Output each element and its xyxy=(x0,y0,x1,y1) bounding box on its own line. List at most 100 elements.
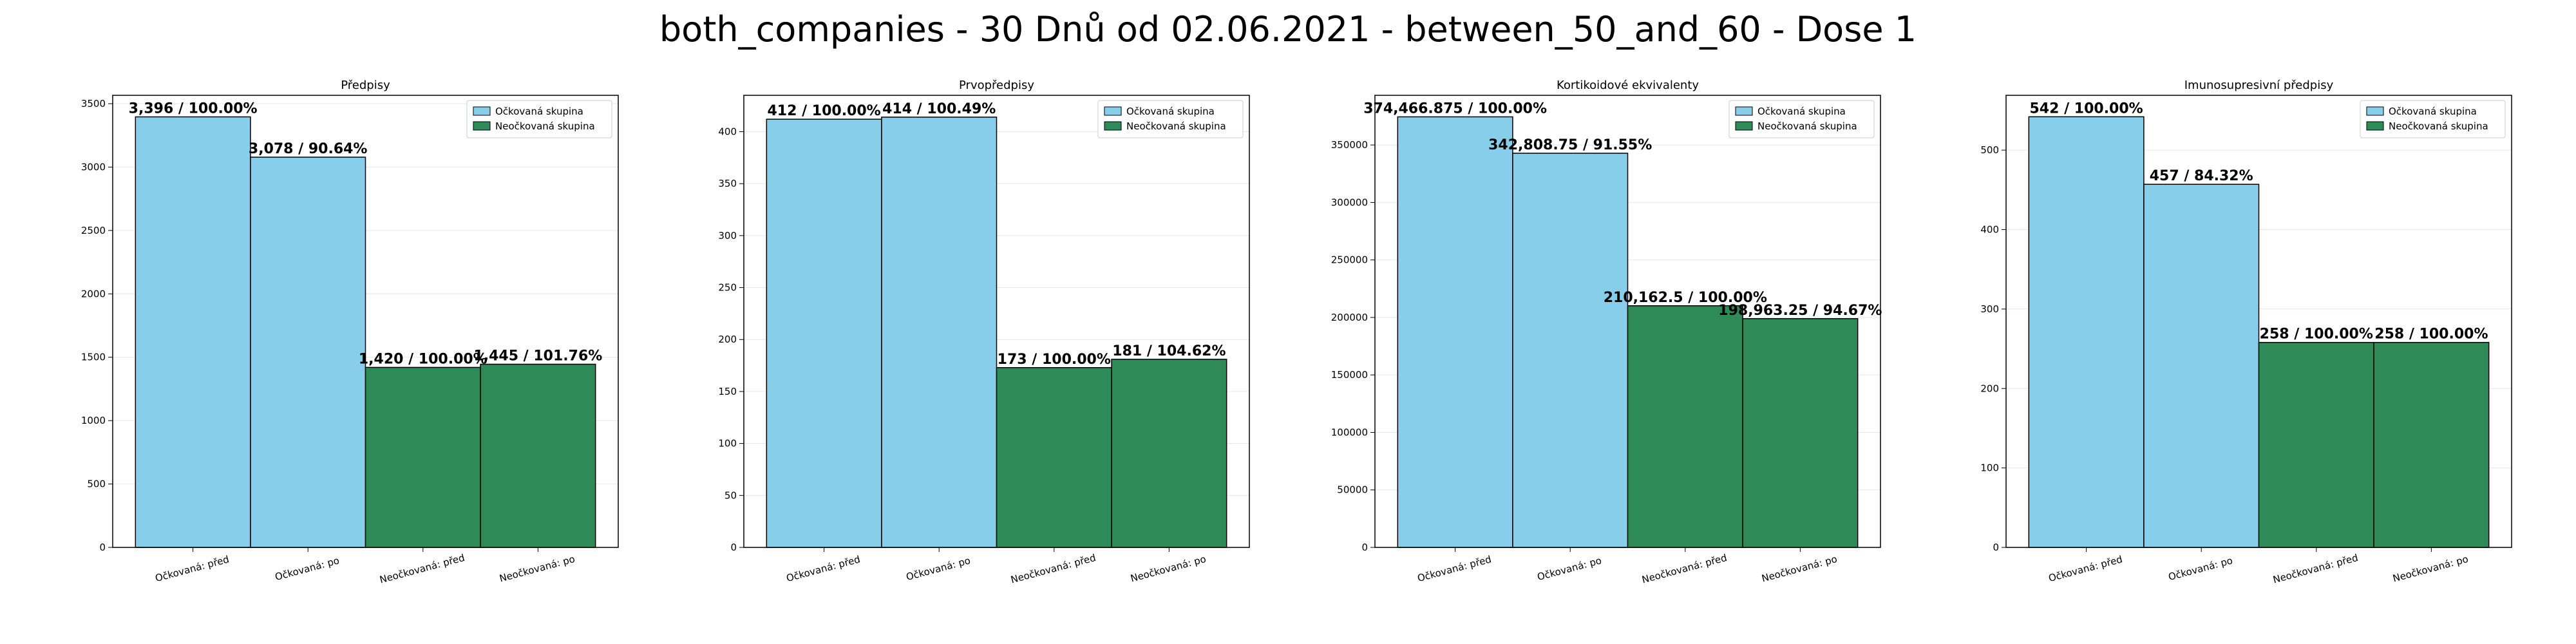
y-tick-label: 200 xyxy=(718,334,737,345)
bar-3 xyxy=(2258,341,2374,548)
y-tick-label: 1500 xyxy=(81,352,106,363)
bar-value-label: 412 / 100.00% xyxy=(768,103,881,119)
bar-1 xyxy=(1397,116,1513,548)
bar-value-label: 173 / 100.00% xyxy=(998,352,1111,368)
bar-value-label: 1,420 / 100.00% xyxy=(359,351,488,367)
legend-swatch-unvaccinated xyxy=(1104,121,1122,131)
bar-2 xyxy=(1512,153,1629,548)
legend-label: Neočkovaná skupina xyxy=(2389,120,2488,132)
y-tick-label: 400 xyxy=(718,126,737,137)
chart-3-svg: Kortikoidové ekvivalenty 374,466.875 / 10… xyxy=(1331,79,1882,586)
bar-2 xyxy=(2143,184,2260,548)
chart-4-svg: Imunosupresivní předpisy 542 / 100.00% Očk… xyxy=(1980,79,2512,586)
legend-label: Očkovaná skupina xyxy=(2389,106,2477,117)
bar-1 xyxy=(766,118,882,548)
bar-value-label: 3,396 / 100.00% xyxy=(129,100,258,117)
x-tick-label: Očkovaná: před xyxy=(1416,553,1493,584)
y-tick-label: 150000 xyxy=(1331,369,1368,381)
legend-swatch-vaccinated xyxy=(1735,106,1753,116)
y-tick-label: 400 xyxy=(1980,224,1999,236)
plot-frame xyxy=(112,95,619,548)
x-tick-label: Očkovaná: po xyxy=(274,554,341,583)
legend-box xyxy=(1097,100,1244,138)
y-tick-label: 300000 xyxy=(1331,196,1368,208)
plot-frame xyxy=(2005,95,2512,548)
bar-value-label: 374,466.875 / 100.00% xyxy=(1363,100,1547,117)
bar-3 xyxy=(1627,305,1743,548)
bar-1 xyxy=(135,116,251,548)
bar-value-label: 542 / 100.00% xyxy=(2030,100,2143,117)
y-tick-label: 3000 xyxy=(81,161,106,173)
chart-panel-2: Prvopředpisy 412 / 100.00% Očkovaná: před 4… xyxy=(657,71,1250,631)
bar-value-label: 457 / 84.32% xyxy=(2150,168,2253,184)
figure-title: both_companies - 30 Dnů od 02.06.2021 - … xyxy=(659,9,1917,50)
bar-4 xyxy=(480,363,596,548)
plot-frame xyxy=(1374,95,1881,548)
chart-2-svg: Prvopředpisy 412 / 100.00% Očkovaná: před 4… xyxy=(718,79,1250,585)
bar-value-label: 198,963.25 / 94.67% xyxy=(1718,303,1882,319)
x-tick-label: Očkovaná: po xyxy=(905,554,972,583)
legend: Očkovaná skupina Neočkovaná skupina xyxy=(466,100,612,138)
bar-3 xyxy=(365,366,481,548)
y-tick-label: 100000 xyxy=(1331,426,1368,438)
chart-1-svg: Předpisy 3,396 / 100.00% Očkovaná: před 3,0… xyxy=(81,79,619,586)
x-tick-label: Očkovaná: před xyxy=(785,553,862,584)
legend-label: Očkovaná skupina xyxy=(1126,106,1215,117)
legend-label: Očkovaná skupina xyxy=(1757,106,1846,117)
y-tick-label: 500 xyxy=(1980,144,1999,156)
x-tick-label: Neočkovaná: před xyxy=(1641,552,1728,586)
bar-1 xyxy=(2028,116,2145,548)
y-tick-label: 1000 xyxy=(81,415,106,426)
bar-2 xyxy=(881,117,998,548)
x-tick-label: Neočkovaná: po xyxy=(498,553,576,585)
y-tick-label: 2000 xyxy=(81,288,106,299)
legend-label: Očkovaná skupina xyxy=(495,106,583,117)
bar-2 xyxy=(250,156,366,548)
x-tick-label: Neočkovaná: před xyxy=(379,552,466,586)
chart-title: Kortikoidové ekvivalenty xyxy=(1557,79,1699,92)
bar-4 xyxy=(1111,359,1227,548)
plot-frame xyxy=(743,95,1250,548)
x-tick-label: Očkovaná: po xyxy=(1536,554,1603,583)
x-tick-label: Neočkovaná: před xyxy=(2272,552,2360,586)
y-tick-label: 200000 xyxy=(1331,312,1368,323)
bar-value-label: 342,808.75 / 91.55% xyxy=(1488,137,1652,153)
chart-title: Imunosupresivní předpisy xyxy=(2184,79,2334,92)
legend: Očkovaná skupina Neočkovaná skupina xyxy=(1728,100,1875,138)
legend-box xyxy=(2360,100,2506,138)
legend-swatch-unvaccinated xyxy=(473,121,491,131)
x-tick-label: Neočkovaná: po xyxy=(1761,553,1839,585)
x-tick-label: Očkovaná: po xyxy=(2167,554,2234,583)
legend-box xyxy=(466,100,612,138)
bar-value-label: 258 / 100.00% xyxy=(2374,327,2488,343)
y-tick-label: 0 xyxy=(1361,542,1368,553)
y-tick-label: 50 xyxy=(724,489,737,501)
legend-label: Neočkovaná skupina xyxy=(1126,120,1226,132)
y-tick-label: 150 xyxy=(718,386,737,397)
y-tick-label: 350 xyxy=(718,178,737,189)
legend-label: Neočkovaná skupina xyxy=(495,120,595,132)
legend-swatch-unvaccinated xyxy=(2366,121,2384,131)
y-tick-label: 300 xyxy=(718,230,737,242)
y-tick-label: 300 xyxy=(1980,303,1999,315)
bar-value-label: 3,078 / 90.64% xyxy=(249,141,368,157)
y-tick-label: 50000 xyxy=(1337,484,1368,496)
chart-title: Předpisy xyxy=(341,79,390,92)
y-tick-label: 0 xyxy=(1993,542,1999,553)
legend-swatch-unvaccinated xyxy=(1735,121,1753,131)
legend-label: Neočkovaná skupina xyxy=(1757,120,1857,132)
y-tick-label: 200 xyxy=(1980,383,1999,394)
y-tick-label: 3500 xyxy=(81,98,106,109)
bar-3 xyxy=(996,367,1112,548)
x-tick-label: Očkovaná: před xyxy=(154,553,231,584)
bar-value-label: 181 / 104.62% xyxy=(1112,343,1226,359)
y-tick-label: 500 xyxy=(87,478,106,490)
chart-panel-3: Kortikoidové ekvivalenty 374,466.875 / 10… xyxy=(1288,71,1882,631)
bar-value-label: 210,162.5 / 100.00% xyxy=(1604,290,1767,306)
legend: Očkovaná skupina Neočkovaná skupina xyxy=(1097,100,1244,138)
bar-4 xyxy=(1742,318,1859,548)
legend-swatch-vaccinated xyxy=(473,106,491,116)
chart-panel-4: Imunosupresivní předpisy 542 / 100.00% Očk… xyxy=(1919,71,2512,631)
x-tick-label: Očkovaná: před xyxy=(2047,553,2124,584)
x-tick-label: Neočkovaná: po xyxy=(2392,553,2470,585)
